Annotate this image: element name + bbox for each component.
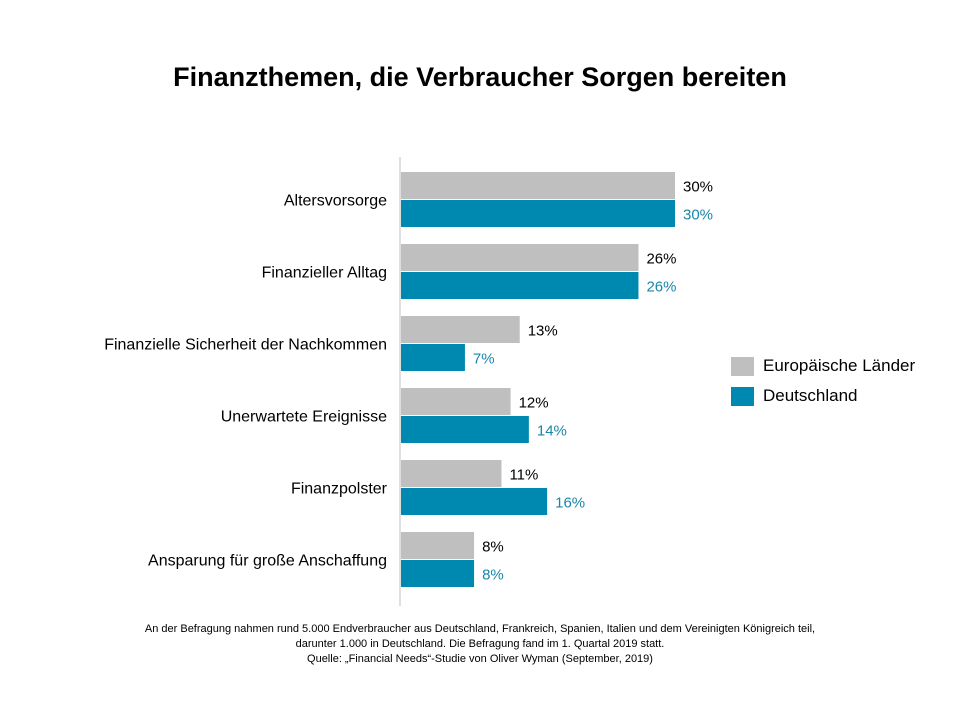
footnote: An der Befragung nahmen rund 5.000 Endve… — [0, 622, 960, 667]
bar-germany-finanzieller-alltag — [401, 272, 639, 299]
footnote-line-2: darunter 1.000 in Deutschland. Die Befra… — [295, 638, 665, 650]
bar-germany-ansparung-fuer-grosse-anschaffung — [401, 560, 475, 587]
bar-europe-unerwartete-ereignisse — [401, 388, 511, 415]
category-label-finanzielle-sicherheit-der-nachkommen: Finanzielle Sicherheit der Nachkommen — [104, 337, 387, 354]
legend-item-germany: Deutschland — [731, 382, 915, 410]
legend-item-europe: Europäische Länder — [731, 352, 915, 380]
data-label-germany-finanzielle-sicherheit-der-nachkommen: 7% — [473, 351, 495, 368]
category-label-finanzieller-alltag: Finanzieller Alltag — [262, 265, 387, 282]
legend-swatch-germany — [731, 386, 754, 406]
bar-europe-finanzpolster — [401, 460, 502, 487]
footnote-line-3: Quelle: „Financial Needs“-Studie von Oli… — [307, 653, 653, 665]
legend-label-europe: Europäische Länder — [763, 356, 916, 375]
data-label-europe-altersvorsorge: 30% — [683, 179, 713, 196]
chart-title: Finanzthemen, die Verbraucher Sorgen ber… — [173, 62, 787, 92]
category-label-unerwartete-ereignisse: Unerwartete Ereignisse — [221, 409, 387, 426]
data-label-germany-ansparung-fuer-grosse-anschaffung: 8% — [482, 567, 504, 584]
data-label-europe-finanzpolster: 11% — [509, 467, 538, 484]
bar-europe-finanzieller-alltag — [401, 244, 639, 271]
data-label-germany-unerwartete-ereignisse: 14% — [537, 423, 567, 440]
data-label-germany-finanzieller-alltag: 26% — [646, 279, 676, 296]
data-label-europe-finanzieller-alltag: 26% — [646, 251, 676, 268]
bar-europe-ansparung-fuer-grosse-anschaffung — [401, 532, 475, 559]
bar-europe-altersvorsorge — [401, 172, 675, 199]
category-label-altersvorsorge: Altersvorsorge — [284, 193, 387, 210]
data-label-europe-unerwartete-ereignisse: 12% — [519, 395, 549, 412]
data-label-europe-ansparung-fuer-grosse-anschaffung: 8% — [482, 539, 504, 556]
bar-germany-altersvorsorge — [401, 200, 675, 227]
data-label-germany-finanzpolster: 16% — [555, 495, 585, 512]
legend-swatch-europe — [731, 356, 754, 376]
footnote-line-1: An der Befragung nahmen rund 5.000 Endve… — [144, 623, 816, 635]
data-label-europe-finanzielle-sicherheit-der-nachkommen: 13% — [528, 323, 558, 340]
legend-label-germany: Deutschland — [763, 386, 858, 405]
bar-europe-finanzielle-sicherheit-der-nachkommen — [401, 316, 520, 343]
category-label-finanzpolster: Finanzpolster — [291, 481, 388, 498]
legend: Europäische Länder Deutschland — [731, 352, 915, 412]
bar-germany-finanzielle-sicherheit-der-nachkommen — [401, 344, 465, 371]
bar-germany-unerwartete-ereignisse — [401, 416, 529, 443]
bar-germany-finanzpolster — [401, 488, 548, 515]
data-label-germany-altersvorsorge: 30% — [683, 207, 713, 224]
category-label-ansparung-fuer-grosse-anschaffung: Ansparung für große Anschaffung — [148, 553, 387, 570]
